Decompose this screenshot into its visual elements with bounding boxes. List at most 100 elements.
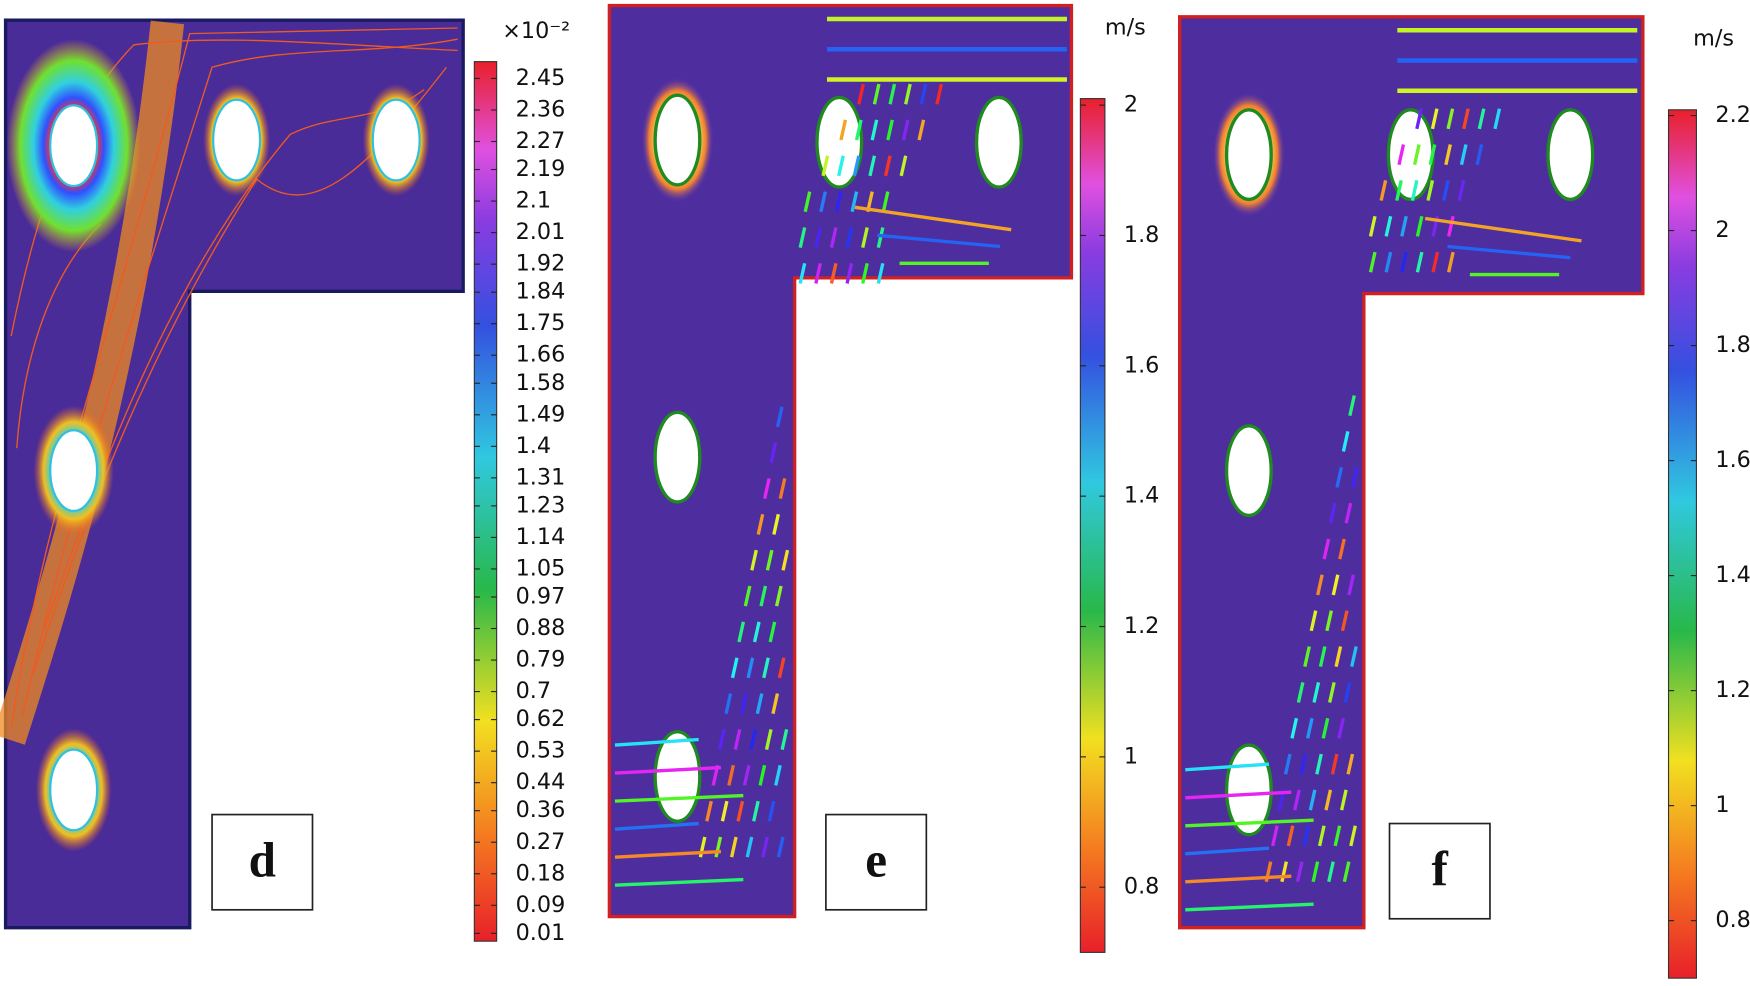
panel-label: e [865,832,887,887]
colorbar-tick-label: 2 [1715,217,1729,243]
colorbar-tick-label: 1.23 [516,492,566,518]
arrow [774,764,782,786]
colorbar-tick-label: 1 [1715,792,1729,818]
arrow [935,83,944,105]
arrow [736,800,745,822]
arrow [727,764,735,786]
colorbar-tick-label: 1.14 [516,524,566,550]
colorbar-tick-label: 1.2 [1715,677,1750,703]
arrow [1185,818,1314,828]
arrow [749,729,758,750]
arrow [1309,610,1318,632]
colorbar-tick-label: 1.4 [516,433,551,459]
colorbar-unit: m/s [1105,14,1146,40]
arrow [1350,646,1358,668]
arrow [1185,846,1270,856]
arrow [1430,108,1439,130]
colorbar-tick-label: 1.31 [516,464,566,490]
colorbar-tick-label: 1.8 [1124,222,1159,248]
colorbar-tick-label: 0.01 [516,920,566,946]
arrow [1424,216,1582,243]
colorbar-tick-label: 0.8 [1124,874,1159,900]
arrow [1368,215,1377,237]
colorbar-tick-label: 0.18 [516,860,566,886]
arrow [819,191,827,213]
arrow [1415,108,1423,130]
arrow [1347,574,1356,596]
arrow [1337,717,1345,739]
arrow [1412,144,1421,166]
colorbar-tick-label: 2.45 [516,65,566,91]
arrow [886,119,894,141]
arrow [1324,789,1333,811]
arrow [857,83,865,105]
domain [1178,15,1645,930]
arrow [775,406,784,428]
colorbar [1667,109,1697,979]
arrow [1283,753,1292,775]
colorbar-tick-label: 1.6 [1715,447,1750,473]
arrow [1185,874,1292,884]
arrow [854,119,863,141]
arrow [852,155,861,177]
colorbar [1079,98,1106,953]
colorbar-tick-label: 2.1 [516,188,551,214]
arrow [1325,610,1333,632]
arrow [917,119,926,141]
arrow [1477,108,1486,130]
arrow [762,657,770,679]
colorbar-tick-label: 1.8 [1715,332,1750,358]
arrow [1447,251,1455,273]
arrow [1290,717,1299,739]
arrow [745,836,754,858]
label-box [211,813,314,911]
colorbar-unit: ×10⁻² [502,18,570,44]
arrow [1344,502,1353,524]
arrow [854,205,1012,232]
cylinders [49,98,421,832]
colorbar-tick-label: 0.53 [516,738,566,764]
arrow [1316,574,1324,596]
arrow [1400,215,1408,237]
colorbar-tick-label: 0.44 [516,769,566,795]
arrow [772,513,780,535]
arrow [1312,681,1321,703]
arrow [1350,466,1359,488]
arrow [876,227,885,248]
arrow [1349,825,1357,847]
colorbar-tick-label: 1.84 [516,279,566,305]
colorbar-tick-label: 2 [1124,92,1138,118]
cylinders [641,78,1595,837]
arrow [1185,902,1314,912]
arrow [845,227,854,248]
arrow [845,262,854,284]
arrow [1410,180,1419,201]
arrow [729,836,738,858]
arrow [1318,646,1327,668]
arrow [1185,790,1292,800]
arrow [740,693,748,715]
colorbar-tick-label: 1.4 [1124,483,1159,509]
arrow [1295,861,1304,883]
arrow [743,585,752,607]
arrow [1331,574,1340,596]
arrow [850,191,859,213]
colorbar-tick-label: 0.62 [516,706,566,732]
colorbar-tick-label: 1.4 [1715,562,1750,588]
arrow [1384,251,1393,273]
colorbar-tick-label: 1.58 [516,370,566,396]
arrow [1327,861,1335,883]
arrow [1346,753,1355,775]
colorbar-tick-label: 0.79 [516,647,566,673]
arrow [1299,753,1308,775]
velocity-arrows [614,16,1638,912]
arrow [758,764,767,786]
arrow [868,155,877,177]
arrow [1447,244,1571,260]
arrow [876,262,885,284]
arrow [861,262,869,284]
colorbar-tick-label: 2.2 [1715,102,1750,128]
arrow [1475,144,1484,166]
arrow [761,836,769,858]
